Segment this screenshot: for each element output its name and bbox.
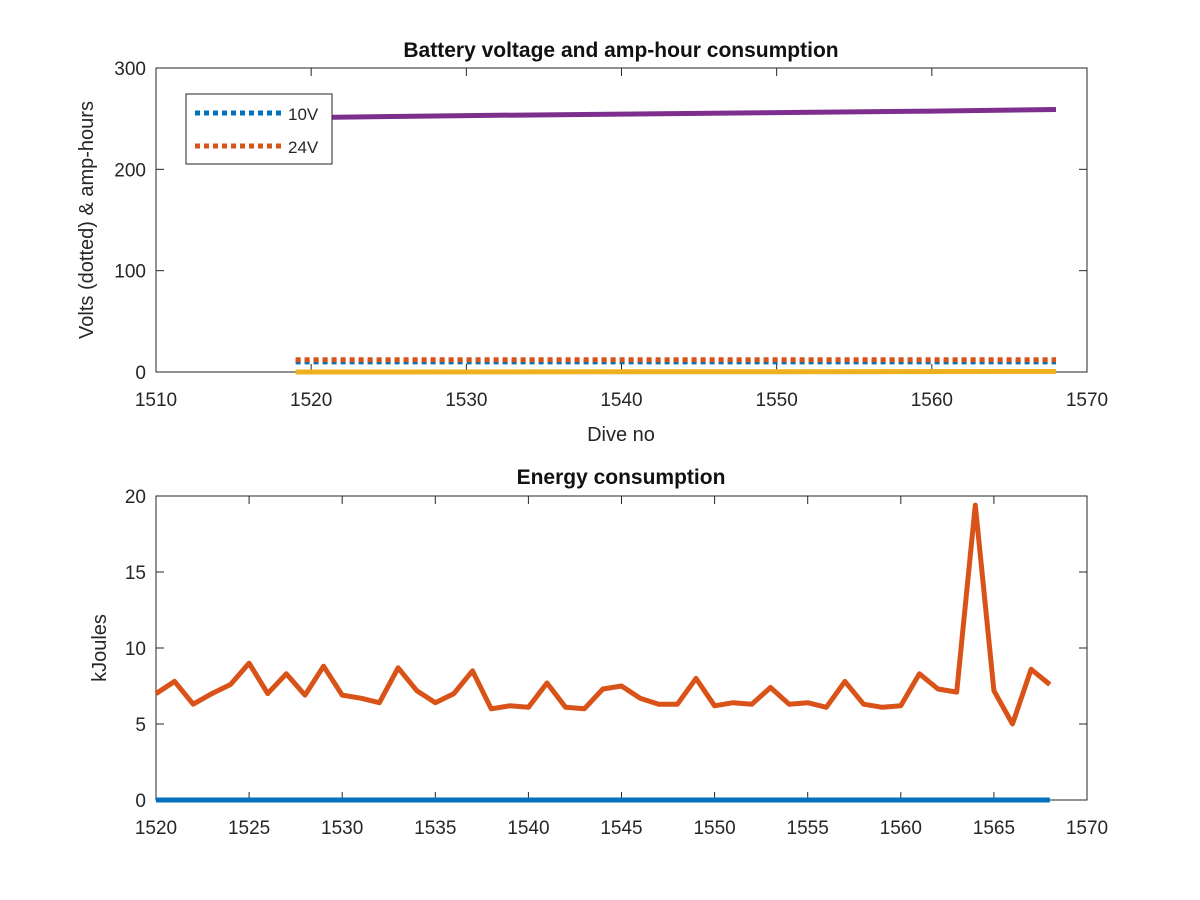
series-line-1-1 — [154, 502, 1052, 727]
y-tick-label: 5 — [135, 715, 146, 736]
y-axis-label: Volts (dotted) & amp-hours — [76, 101, 98, 339]
x-tick-label: 1540 — [600, 390, 642, 411]
y-tick-label: 100 — [114, 262, 146, 283]
series-line-0-3 — [295, 107, 1057, 121]
x-tick-label: 1540 — [507, 818, 549, 839]
y-tick-label: 10 — [125, 639, 146, 660]
y-tick-label: 200 — [114, 160, 146, 181]
x-tick-label: 1520 — [290, 390, 332, 411]
x-tick-label: 1535 — [414, 818, 456, 839]
x-tick-label: 1550 — [693, 818, 735, 839]
plot-area-frame — [155, 495, 1088, 801]
series-group — [295, 107, 1057, 375]
tick-group: 1520 1525 1530 1535 1540 1545 1550 1555 1560 1565… — [125, 487, 1108, 839]
y-tick-label: 15 — [125, 563, 146, 584]
y-axis-label: kJoules — [89, 614, 111, 682]
energy-chart: 1520 1525 1530 1535 1540 1545 1550 1555 1560 1565… — [89, 466, 1108, 839]
tick-group: 1510 1520 1530 1540 1550 1560 1570 0 100 200 300 — [114, 59, 1108, 411]
x-tick-label: 1545 — [600, 818, 642, 839]
series-group — [154, 502, 1052, 803]
x-tick-label: 1530 — [445, 390, 487, 411]
x-axis-label: Dive no — [587, 424, 655, 446]
x-tick-label: 1550 — [756, 390, 798, 411]
x-tick-label: 1565 — [973, 818, 1015, 839]
y-tick-label: 300 — [114, 59, 146, 80]
legend-box — [185, 93, 333, 165]
x-tick-label: 1510 — [135, 390, 177, 411]
y-tick-label: 0 — [135, 363, 146, 384]
x-tick-label: 1570 — [1066, 390, 1108, 411]
legend-label-24v: 24V — [288, 138, 319, 157]
x-tick-label: 1560 — [911, 390, 953, 411]
x-tick-label: 1520 — [135, 818, 177, 839]
x-tick-label: 1525 — [228, 818, 270, 839]
series-line-0-2 — [295, 369, 1057, 375]
y-tick-label: 0 — [135, 791, 146, 812]
legend: 10V 24V — [185, 93, 333, 165]
x-tick-label: 1570 — [1066, 818, 1108, 839]
battery-chart: 1510 1520 1530 1540 1550 1560 1570 0 100 200 300 B… — [76, 39, 1108, 446]
y-tick-label: 20 — [125, 487, 146, 508]
x-tick-label: 1555 — [787, 818, 829, 839]
x-tick-label: 1530 — [321, 818, 363, 839]
chart-title: Battery voltage and amp-hour consumption — [403, 39, 838, 62]
legend-label-10v: 10V — [288, 105, 319, 124]
chart-title: Energy consumption — [517, 466, 726, 489]
x-tick-label: 1560 — [880, 818, 922, 839]
